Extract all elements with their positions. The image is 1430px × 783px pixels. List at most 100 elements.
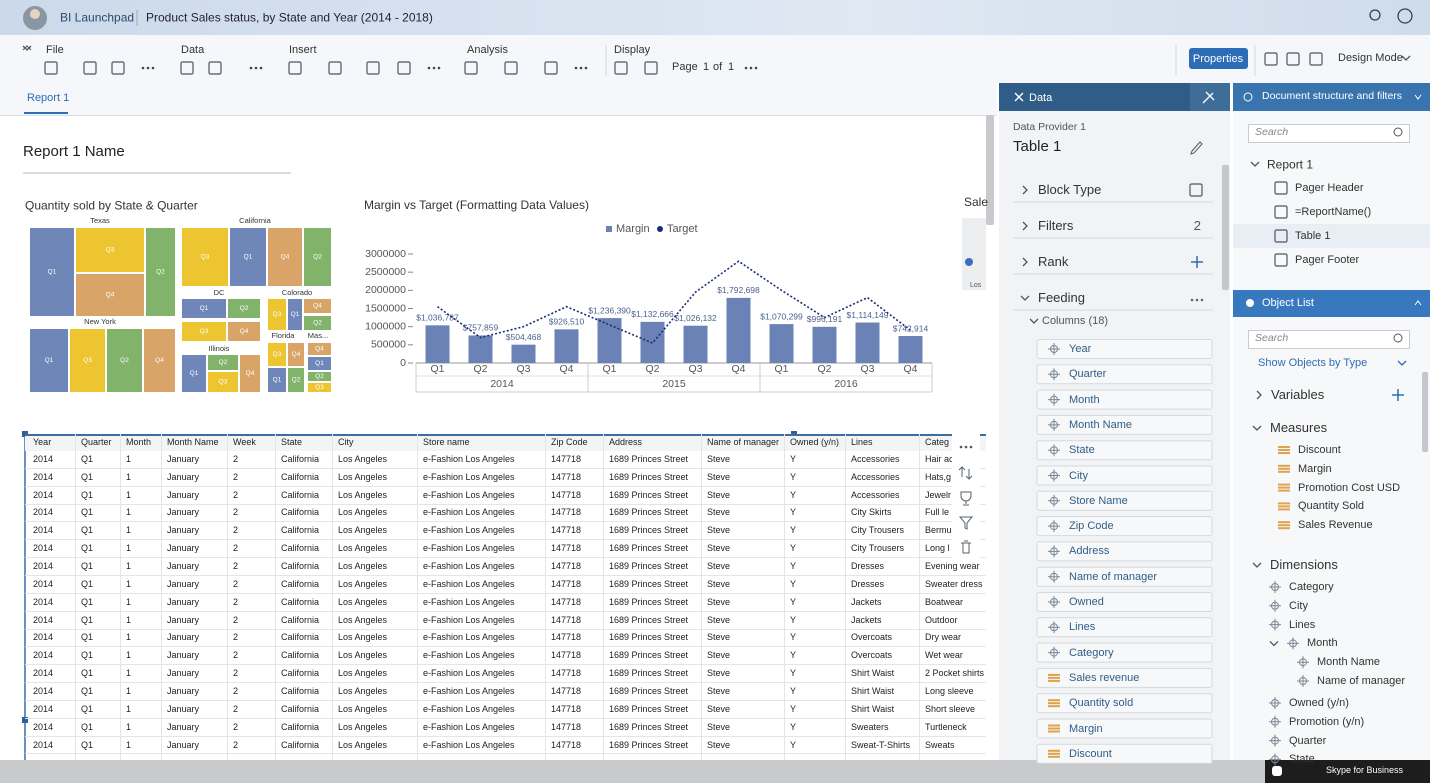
more-icon[interactable] [579,66,583,70]
feed-item[interactable] [1036,414,1213,435]
chevron[interactable] [1022,221,1028,231]
table-tool[interactable] [961,540,971,554]
app-name[interactable]: BI Launchpad [60,10,135,25]
column-header[interactable]: Categ [925,437,950,448]
design-mode[interactable]: Design Mode [1338,51,1403,64]
tool-icon[interactable] [328,61,342,75]
treemap-cell[interactable] [304,299,331,313]
object-item[interactable]: Month [1307,637,1338,650]
bar[interactable] [597,318,622,363]
object-item[interactable]: Name of manager [1317,674,1406,687]
more-icon[interactable] [574,66,578,70]
column-header[interactable]: Quarter [81,437,112,448]
column-header[interactable]: Week [233,437,256,448]
report-tab[interactable]: Report 1 [27,91,70,104]
bar[interactable] [683,325,708,363]
column-header[interactable]: City [338,437,354,448]
column-header[interactable]: Lines [851,437,873,448]
feed-item-label[interactable]: Margin [1069,722,1103,735]
more-icon[interactable] [259,66,263,70]
panel-section[interactable]: Block Type [1038,181,1102,197]
bar[interactable] [855,322,880,363]
feed-item-label[interactable]: Sales revenue [1069,671,1140,684]
tree-section[interactable]: Variables [1271,386,1325,402]
treemap-cell[interactable] [70,329,105,392]
column-header[interactable]: State [281,437,303,448]
table-tool[interactable] [958,516,974,530]
treemap-cell[interactable] [268,299,286,330]
tool-icon[interactable] [366,61,380,75]
more-icon[interactable] [249,66,253,70]
panel-tool-icon[interactable] [1202,91,1215,104]
legend-label[interactable]: Margin [616,223,650,235]
help-icon[interactable] [1397,8,1413,24]
treemap-cell[interactable] [144,329,175,392]
feed-item-label[interactable]: Month Name [1069,418,1132,431]
panel-menu[interactable] [1414,94,1422,100]
feed-item-label[interactable]: Quantity sold [1069,697,1134,710]
taskbar-app-label[interactable]: Skype for Business [1326,765,1404,776]
tool-icon[interactable] [644,61,658,75]
partial-chart-point[interactable] [965,258,973,266]
treemap-cell[interactable] [268,343,286,366]
panel-section[interactable]: Feeding [1038,289,1085,305]
tool-icon[interactable] [1274,229,1288,243]
chevron[interactable] [1252,562,1262,568]
more-icon[interactable] [744,66,748,70]
treemap-cell[interactable] [308,372,331,381]
search-box[interactable] [1248,124,1410,143]
object-item[interactable]: Promotion Cost USD [1298,481,1401,494]
treemap-cell[interactable] [268,368,286,392]
properties-button-label[interactable]: Properties [1192,52,1244,65]
treemap-cell[interactable] [107,329,142,392]
feed-item[interactable] [1036,743,1213,764]
treemap-cell[interactable] [228,299,260,318]
table-tool[interactable] [964,445,968,449]
more-icon[interactable] [1200,298,1204,302]
more-icon[interactable] [432,66,436,70]
object-item[interactable]: Quantity Sold [1298,500,1365,513]
tool-icon[interactable] [111,61,125,75]
object-item[interactable]: Promotion (y/n) [1289,715,1365,728]
object-item[interactable]: Owned (y/n) [1289,696,1349,709]
plus-icon[interactable] [1191,256,1203,268]
more-icon[interactable] [437,66,441,70]
treemap-cell[interactable] [182,355,206,392]
object-item[interactable]: Discount [1298,443,1341,456]
more-icon[interactable] [754,66,758,70]
feed-item[interactable] [1036,339,1213,359]
treemap-cell[interactable] [182,322,226,341]
feed-item-label[interactable]: Owned [1069,595,1104,608]
column-header[interactable]: Address [609,437,643,448]
table-tool[interactable] [959,445,963,449]
tree-node[interactable]: Pager Footer [1295,253,1360,266]
feed-item-label[interactable]: Quarter [1069,368,1107,381]
treemap-cell[interactable] [30,329,68,392]
object-item[interactable]: State [1289,753,1315,766]
tool-icon[interactable] [544,61,558,75]
bar[interactable] [769,324,794,363]
collapse[interactable] [22,45,32,51]
chevron[interactable] [1269,640,1279,647]
treemap-cell[interactable] [208,372,238,392]
tree-node[interactable]: Pager Header [1295,181,1364,194]
chevron[interactable] [1252,425,1262,431]
chevron[interactable] [22,45,32,51]
tool-icon[interactable] [1274,205,1288,219]
search-icon[interactable] [1369,9,1381,21]
tree-node[interactable]: Report 1 [1267,157,1314,172]
tool-icon[interactable] [614,61,628,75]
feed-item[interactable] [1036,364,1213,385]
bar[interactable] [812,326,837,363]
more-icon[interactable] [427,66,431,70]
tree-section[interactable]: Dimensions [1270,556,1338,572]
chevron[interactable] [1397,360,1407,366]
treemap-cell[interactable] [308,343,331,355]
bar[interactable] [468,335,493,363]
data-panel-header-tool[interactable] [1190,83,1230,111]
more-icon[interactable] [141,66,145,70]
treemap-cell[interactable] [228,322,260,341]
feed-item-label[interactable]: Name of manager [1069,570,1158,583]
panel-section[interactable]: Filters [1038,217,1074,233]
tool-icon[interactable] [288,61,302,75]
